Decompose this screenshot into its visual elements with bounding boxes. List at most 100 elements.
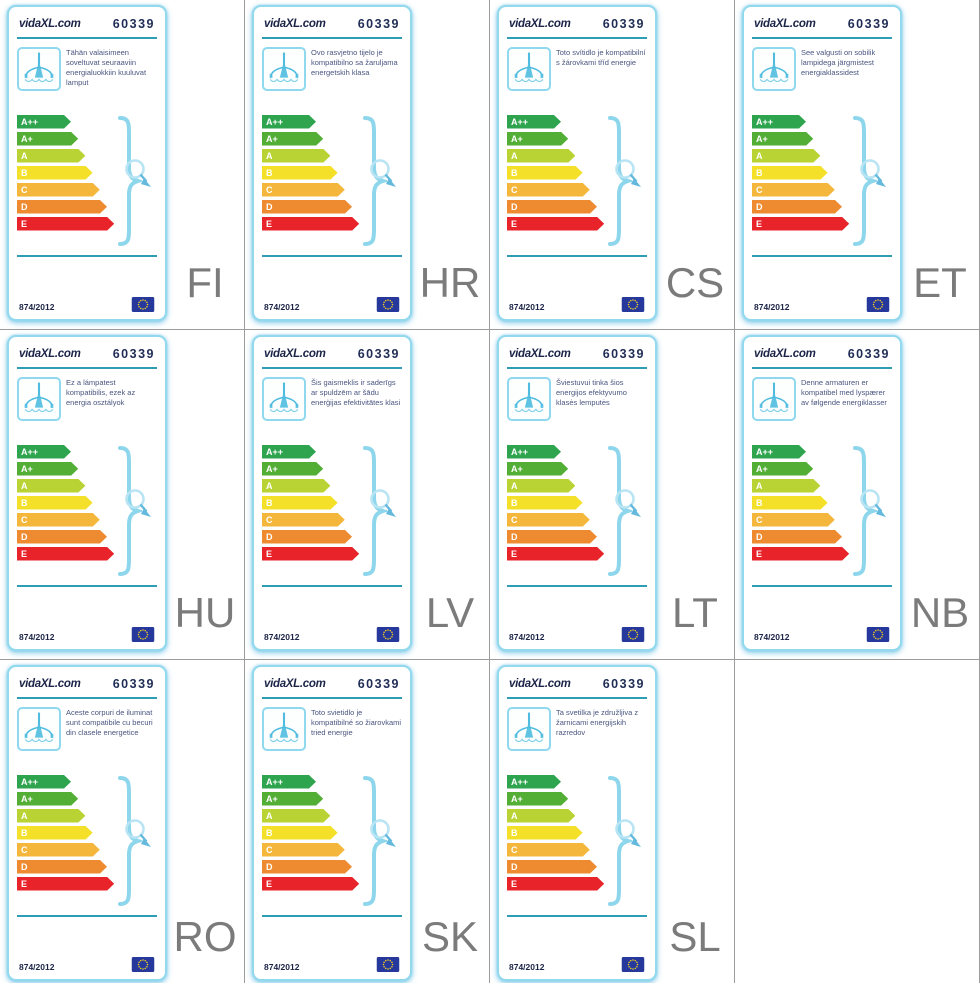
energy-label-card: vidaXL.com 60339 Tähän valaisime (7, 5, 167, 321)
brand-logo: vidaXL.com (509, 18, 571, 30)
divider (17, 585, 157, 587)
brace-icon (853, 116, 877, 246)
energy-class-arrow: B (17, 826, 93, 840)
label-description: Toto svítidlo je kompatibilní s žárovkam… (556, 48, 646, 68)
energy-class-letter: C (266, 184, 273, 195)
energy-class-letter: A (266, 810, 273, 821)
energy-class-arrow: A (752, 149, 820, 163)
card-footer: 874/2012 (752, 627, 892, 642)
card-footer: 874/2012 (507, 627, 647, 642)
energy-class-letter: A (21, 810, 28, 821)
energy-class-letter: E (511, 878, 518, 889)
energy-class-letter: A++ (266, 116, 284, 127)
energy-class-arrow: A++ (262, 445, 316, 459)
energy-class-letter: C (511, 844, 518, 855)
info-row: Tähän valaisimeen soveltuvat seuraaviin … (17, 47, 157, 111)
energy-class-letter: A++ (21, 446, 39, 457)
energy-scale-row: A++ A+ A B C D E (752, 445, 892, 579)
model-number: 60339 (847, 347, 890, 361)
energy-class-arrow: A+ (507, 132, 568, 146)
energy-class-arrow: D (17, 530, 107, 544)
bulb-arrow-icon (370, 819, 396, 847)
divider (262, 585, 402, 587)
energy-class-letter: A+ (756, 463, 768, 474)
card-footer: 874/2012 (262, 957, 402, 972)
bulb-arrow-icon (125, 819, 151, 847)
label-cell: vidaXL.com 60339 Toto svítidlo j (490, 0, 735, 330)
energy-class-arrow: A+ (507, 792, 568, 806)
energy-class-letter: A++ (511, 446, 529, 457)
energy-class-letter: A++ (21, 776, 39, 787)
energy-class-letter: E (21, 218, 28, 229)
energy-class-arrow: E (262, 547, 359, 561)
label-cell: vidaXL.com 60339 Šis gaismeklis (245, 330, 490, 660)
energy-class-arrow: A (262, 149, 330, 163)
energy-label-card: vidaXL.com 60339 Ez a lámpatest (7, 335, 167, 651)
regulation-number: 874/2012 (19, 632, 55, 642)
brace-icon (853, 446, 877, 576)
brand-logo: vidaXL.com (19, 678, 81, 690)
energy-class-letter: D (511, 201, 518, 212)
regulation-number: 874/2012 (264, 962, 300, 972)
chandelier-icon (262, 377, 306, 421)
card-header: vidaXL.com 60339 (17, 675, 157, 691)
card-header: vidaXL.com 60339 (507, 15, 647, 31)
regulation-number: 874/2012 (754, 302, 790, 312)
energy-class-letter: C (511, 184, 518, 195)
energy-class-arrow: A+ (507, 462, 568, 476)
label-description: Aceste corpuri de iluminat sunt compatib… (66, 708, 153, 738)
energy-class-arrow: D (752, 200, 842, 214)
energy-class-arrow: C (507, 843, 590, 857)
energy-class-letter: B (21, 167, 28, 178)
energy-class-scale: A++ A+ A B C D E (262, 445, 360, 579)
bulb-arrow-icon (125, 489, 151, 517)
energy-class-letter: E (266, 878, 273, 889)
bulb-arrow-icon (370, 159, 396, 187)
brand-logo: vidaXL.com (19, 18, 81, 30)
bulb-arrow-icon (125, 159, 151, 187)
energy-class-letter: D (511, 531, 518, 542)
energy-class-arrow: A+ (17, 462, 78, 476)
label-description: Ta svetilka je združljiva z žarnicami en… (556, 708, 639, 738)
chandelier-icon (752, 47, 796, 91)
energy-class-letter: D (266, 531, 273, 542)
eu-flag-icon (131, 627, 155, 642)
eu-flag-icon (621, 627, 645, 642)
label-cell: vidaXL.com 60339 Ta svetilka je (490, 660, 735, 983)
energy-class-letter: C (21, 844, 28, 855)
energy-class-letter: A+ (511, 133, 523, 144)
energy-label-card: vidaXL.com 60339 See valgusti on (742, 5, 902, 321)
brace-icon (118, 446, 142, 576)
energy-class-arrow: C (17, 183, 100, 197)
regulation-number: 874/2012 (264, 632, 300, 642)
energy-class-scale: A++ A+ A B C D E (262, 115, 360, 249)
energy-scale-row: A++ A+ A B C D E (262, 445, 402, 579)
divider (17, 367, 157, 369)
brace-icon (363, 776, 387, 906)
card-footer: 874/2012 (17, 627, 157, 642)
energy-class-arrow: A (507, 809, 575, 823)
regulation-number: 874/2012 (509, 962, 545, 972)
empty-cell (735, 660, 980, 983)
energy-class-arrow: C (752, 183, 835, 197)
energy-label-card: vidaXL.com 60339 Ta svetilka je (497, 665, 657, 981)
language-code: NB (910, 589, 970, 636)
eu-flag-icon (866, 297, 890, 312)
divider (262, 37, 402, 39)
energy-class-letter: B (266, 497, 273, 508)
language-code: HU (174, 589, 236, 636)
card-footer: 874/2012 (507, 957, 647, 972)
info-row: Aceste corpuri de iluminat sunt compatib… (17, 707, 157, 771)
energy-class-letter: A+ (511, 793, 523, 804)
energy-class-scale: A++ A+ A B C D E (262, 775, 360, 909)
bulb-arrow-icon (370, 489, 396, 517)
brace-icon (608, 446, 632, 576)
chandelier-icon (262, 47, 306, 91)
chandelier-icon (507, 47, 551, 91)
energy-class-letter: D (266, 861, 273, 872)
energy-class-arrow: B (262, 496, 338, 510)
label-description: Ovo rasvjetno tijelo je kompatibilno sa … (311, 48, 398, 78)
energy-class-scale: A++ A+ A B C D E (752, 115, 850, 249)
energy-scale-row: A++ A+ A B C D E (507, 445, 647, 579)
energy-class-letter: D (21, 531, 28, 542)
